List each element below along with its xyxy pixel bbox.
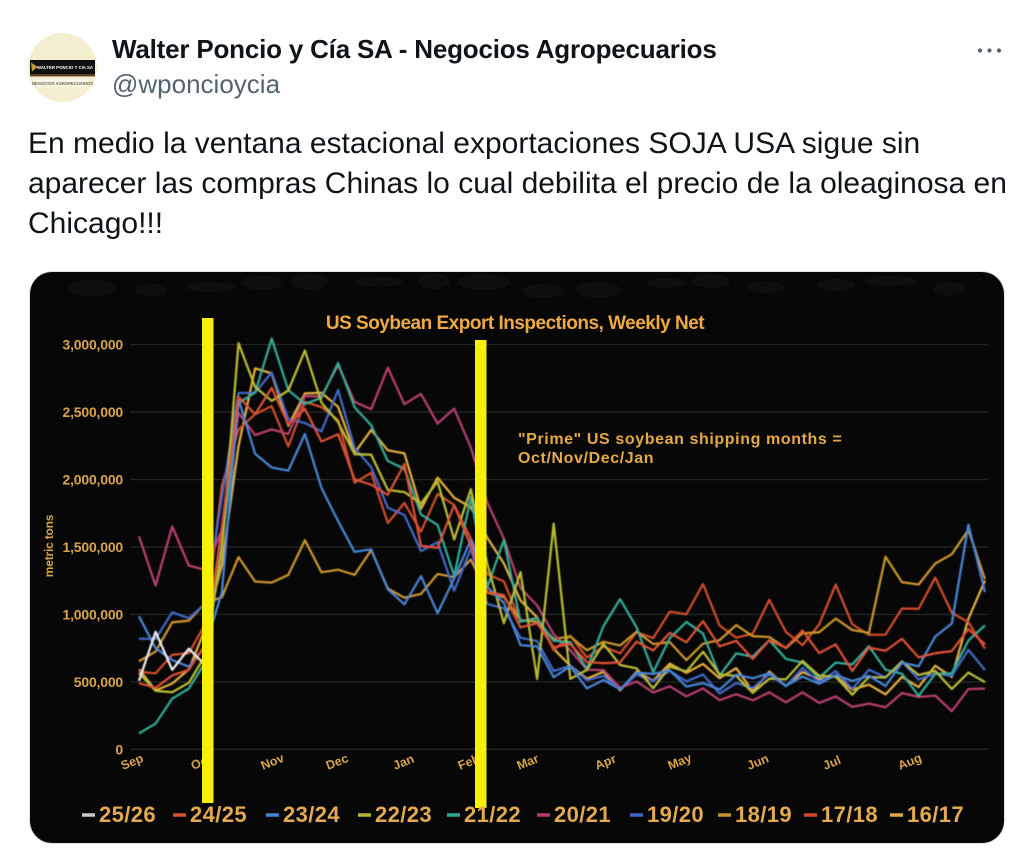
svg-text:500,000: 500,000 [74, 674, 124, 690]
svg-text:US Soybean Export Inspections,: US Soybean Export Inspections, Weekly Ne… [326, 313, 705, 334]
svg-text:Jan: Jan [391, 752, 416, 773]
svg-text:18/19: 18/19 [735, 802, 792, 827]
svg-text:1,000,000: 1,000,000 [63, 606, 124, 622]
svg-text:19/20: 19/20 [647, 802, 704, 827]
svg-text:May: May [666, 751, 694, 773]
svg-text:metric tons: metric tons [42, 514, 56, 577]
svg-text:25/26: 25/26 [99, 802, 156, 827]
svg-text:20/21: 20/21 [554, 802, 611, 827]
svg-text:Mar: Mar [515, 751, 541, 772]
svg-text:"Prime" US soybean shipping mo: "Prime" US soybean shipping months = [518, 431, 842, 448]
svg-text:22/23: 22/23 [375, 802, 432, 827]
svg-text:Jul: Jul [821, 753, 843, 773]
svg-text:1,500,000: 1,500,000 [63, 539, 124, 555]
svg-text:21/22: 21/22 [464, 802, 521, 827]
svg-text:Dec: Dec [324, 751, 351, 773]
svg-text:Oct/Nov/Dec/Jan: Oct/Nov/Dec/Jan [518, 450, 654, 467]
svg-text:2,000,000: 2,000,000 [63, 472, 124, 488]
svg-text:23/24: 23/24 [283, 802, 340, 827]
svg-text:24/25: 24/25 [190, 802, 247, 827]
svg-text:2,500,000: 2,500,000 [63, 404, 124, 420]
svg-text:Aug: Aug [896, 751, 924, 773]
svg-text:16/17: 16/17 [907, 802, 964, 827]
svg-text:3,000,000: 3,000,000 [63, 337, 124, 353]
svg-text:NEGOCIOS AGROPECUARIOS: NEGOCIOS AGROPECUARIOS [32, 81, 93, 86]
svg-text:0: 0 [115, 741, 123, 757]
svg-text:Apr: Apr [593, 752, 618, 773]
svg-text:WALTER PONCIO Y CIA SA: WALTER PONCIO Y CIA SA [37, 65, 94, 70]
svg-text:Jun: Jun [745, 751, 771, 772]
svg-text:Nov: Nov [259, 751, 286, 773]
svg-text:17/18: 17/18 [821, 802, 878, 827]
